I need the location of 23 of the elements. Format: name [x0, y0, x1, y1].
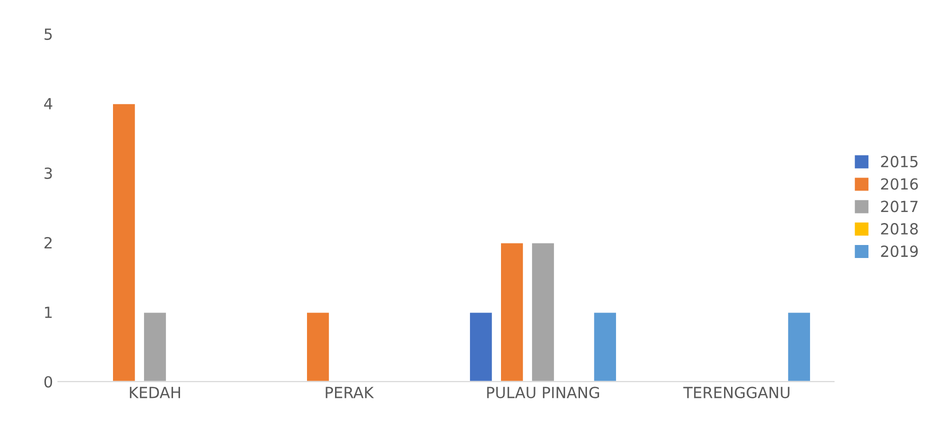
x-tick-label: PULAU PINANG — [487, 386, 600, 398]
legend-label: 2017 — [881, 200, 918, 212]
legend-label: 2016 — [881, 178, 918, 190]
y-tick-label: 2 — [44, 236, 52, 248]
x-tick-label: TERENGGANU — [683, 386, 790, 398]
legend-label: 2018 — [881, 223, 918, 235]
y-tick-label: 0 — [44, 376, 52, 388]
bar — [500, 242, 524, 382]
y-tick-label: 4 — [44, 98, 52, 110]
bar — [592, 311, 618, 382]
legend-label: 2019 — [881, 245, 918, 258]
y-tick-label: 5 — [44, 28, 52, 40]
x-tick-label: KEDAH — [130, 386, 180, 398]
legend-label: 2015 — [881, 156, 918, 168]
bar — [786, 311, 812, 382]
y-tick-label: 3 — [44, 167, 52, 180]
bar — [112, 102, 136, 382]
bar — [306, 311, 330, 382]
bar — [530, 242, 556, 382]
y-tick-label: 1 — [45, 306, 52, 318]
x-tick-label: PERAK — [326, 386, 374, 398]
bar — [468, 311, 494, 382]
bar — [142, 311, 168, 382]
